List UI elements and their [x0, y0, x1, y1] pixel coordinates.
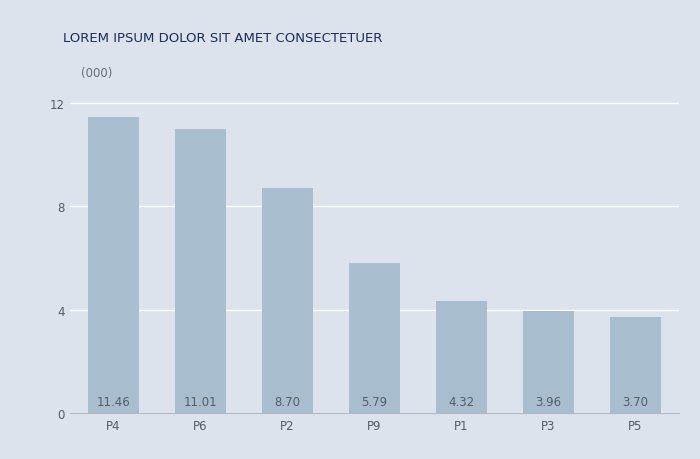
Bar [262, 189, 313, 413]
Text: 8.70: 8.70 [274, 396, 300, 409]
Text: 11.01: 11.01 [183, 396, 217, 409]
Text: 11.46: 11.46 [97, 396, 130, 409]
Text: 5.79: 5.79 [361, 396, 388, 409]
Text: 4.32: 4.32 [449, 396, 475, 409]
Bar [349, 264, 400, 413]
Text: LOREM IPSUM DOLOR SIT AMET CONSECTETUER: LOREM IPSUM DOLOR SIT AMET CONSECTETUER [63, 32, 382, 45]
Text: (000): (000) [80, 67, 112, 79]
Bar [175, 129, 225, 413]
Bar [610, 318, 661, 413]
Text: 3.96: 3.96 [536, 396, 561, 409]
Bar [88, 118, 139, 413]
Bar [436, 302, 486, 413]
Text: 3.70: 3.70 [622, 396, 648, 409]
Bar [524, 311, 574, 413]
